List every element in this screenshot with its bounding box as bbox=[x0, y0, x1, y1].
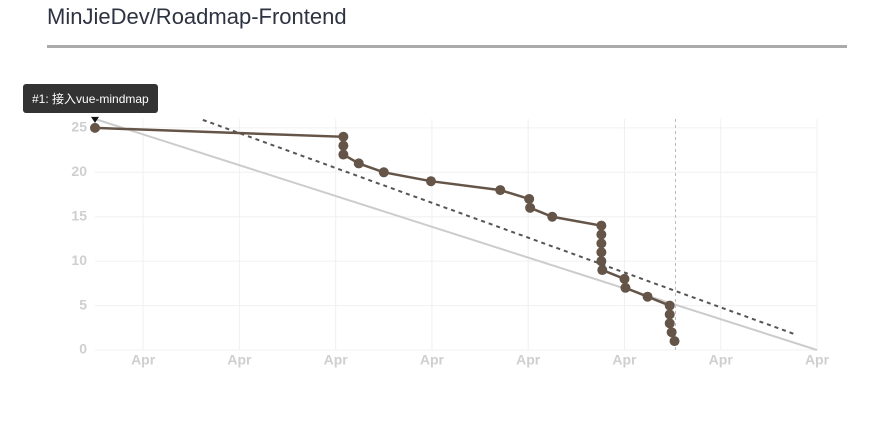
data-point bbox=[596, 256, 607, 267]
data-point bbox=[547, 211, 558, 222]
x-tick-label: Apr bbox=[709, 352, 734, 368]
data-point bbox=[642, 291, 653, 302]
data-point bbox=[90, 122, 100, 133]
data-point bbox=[495, 185, 506, 196]
y-tick-label: 15 bbox=[71, 207, 87, 223]
series-line bbox=[94, 118, 818, 351]
data-point bbox=[525, 202, 536, 213]
data-point bbox=[425, 176, 436, 187]
data-point bbox=[378, 167, 389, 178]
x-tick-label: Apr bbox=[420, 352, 445, 368]
data-point bbox=[597, 265, 608, 276]
series-line bbox=[202, 118, 798, 336]
data-point bbox=[338, 140, 349, 151]
data-point bbox=[664, 300, 675, 311]
x-tick-label: Apr bbox=[516, 352, 541, 368]
x-tick-label: Apr bbox=[612, 352, 637, 368]
series-line bbox=[94, 126, 676, 342]
y-tick-label: 5 bbox=[79, 296, 87, 312]
y-tick-label: 25 bbox=[71, 119, 87, 135]
x-tick-label: Apr bbox=[227, 352, 252, 368]
y-tick-label: 10 bbox=[71, 252, 87, 268]
data-point bbox=[620, 282, 631, 293]
data-point bbox=[524, 193, 535, 204]
data-point bbox=[596, 229, 607, 240]
y-tick-label: 20 bbox=[71, 163, 87, 179]
data-point bbox=[596, 220, 607, 231]
data-point bbox=[338, 149, 349, 160]
data-point bbox=[353, 158, 364, 169]
tooltip: #1: 接入vue-mindmap bbox=[23, 83, 158, 113]
title-rule bbox=[47, 45, 847, 48]
data-point bbox=[619, 273, 630, 284]
x-tick-label: Apr bbox=[131, 352, 156, 368]
data-point bbox=[596, 238, 607, 249]
tooltip-pointer bbox=[91, 116, 99, 123]
x-tick-label: Apr bbox=[805, 352, 830, 368]
data-point bbox=[596, 247, 607, 258]
data-point bbox=[664, 318, 675, 329]
data-point bbox=[669, 336, 680, 347]
data-point bbox=[664, 309, 675, 320]
page-title: MinJieDev/Roadmap-Frontend bbox=[47, 4, 347, 29]
data-point bbox=[666, 327, 677, 338]
y-tick-label: 0 bbox=[79, 341, 87, 357]
data-point bbox=[338, 131, 349, 142]
x-tick-label: Apr bbox=[324, 352, 349, 368]
